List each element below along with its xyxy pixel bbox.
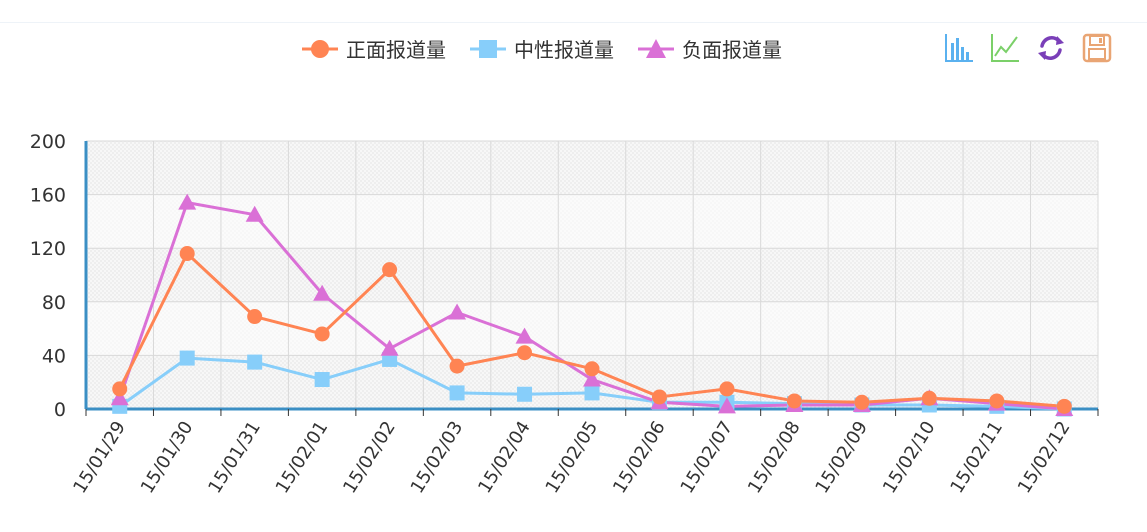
data-point-positive bbox=[517, 345, 533, 361]
data-point-neutral bbox=[517, 386, 533, 402]
data-point-positive bbox=[382, 262, 398, 278]
x-tick-label: 15/02/09 bbox=[811, 418, 872, 498]
data-point-negative bbox=[178, 193, 197, 210]
y-tick-label: 40 bbox=[42, 345, 66, 367]
data-point-negative bbox=[448, 303, 467, 320]
restore-icon bbox=[1038, 36, 1064, 60]
data-point-positive bbox=[719, 381, 735, 397]
data-point-positive bbox=[854, 394, 870, 410]
legend-item-positive[interactable]: 正面报道量 bbox=[300, 34, 446, 63]
data-point-negative bbox=[717, 397, 736, 414]
data-point-positive bbox=[786, 393, 802, 409]
data-point-positive bbox=[449, 358, 465, 374]
y-tick-label: 200 bbox=[30, 131, 66, 153]
legend-label: 负面报道量 bbox=[682, 38, 782, 62]
data-point-positive bbox=[179, 246, 195, 262]
bar-chart-button[interactable] bbox=[942, 31, 976, 65]
line-chart-button[interactable] bbox=[988, 31, 1022, 65]
data-point-positive bbox=[651, 389, 667, 405]
y-tick-label: 0 bbox=[54, 399, 66, 421]
x-tick-label: 15/02/07 bbox=[677, 418, 738, 498]
x-tick-label: 15/01/29 bbox=[69, 418, 130, 498]
y-tick-label: 160 bbox=[30, 185, 66, 207]
data-point-positive bbox=[584, 361, 600, 377]
x-tick-label: 15/01/30 bbox=[137, 418, 198, 498]
data-point-positive bbox=[314, 326, 330, 342]
x-tick-label: 15/02/05 bbox=[542, 418, 603, 498]
data-point-negative bbox=[583, 370, 601, 387]
plot-band bbox=[86, 301, 1098, 356]
legend-item-neutral[interactable]: 中性报道量 bbox=[468, 34, 614, 63]
x-tick-label: 15/02/06 bbox=[609, 418, 670, 498]
data-point-negative bbox=[110, 389, 129, 406]
save-icon bbox=[1082, 33, 1112, 63]
x-tick-label: 15/01/31 bbox=[204, 418, 265, 498]
data-point-negative bbox=[313, 284, 332, 301]
legend-item-negative[interactable]: 负面报道量 bbox=[636, 34, 782, 63]
triangle-marker-icon bbox=[638, 38, 674, 58]
legend-label: 中性报道量 bbox=[514, 38, 614, 62]
save-image-button[interactable] bbox=[1080, 31, 1114, 65]
bar-chart-icon bbox=[945, 34, 973, 62]
x-tick-label: 15/02/01 bbox=[272, 418, 333, 498]
data-point-neutral bbox=[247, 354, 263, 370]
data-point-negative bbox=[245, 205, 264, 222]
data-point-positive bbox=[247, 309, 263, 325]
legend-label: 正面报道量 bbox=[346, 38, 446, 62]
line-chart-icon bbox=[991, 34, 1019, 62]
x-tick-label: 15/02/12 bbox=[1014, 418, 1075, 498]
x-tick-label: 15/02/04 bbox=[474, 418, 535, 498]
data-point-positive bbox=[921, 390, 937, 406]
square-marker-icon bbox=[470, 39, 506, 58]
x-tick-label: 15/02/11 bbox=[946, 418, 1007, 498]
legend: 正面报道量 中性报道量 负面报道量 bbox=[300, 34, 782, 63]
y-tick-label: 120 bbox=[30, 238, 66, 260]
x-tick-label: 15/02/08 bbox=[744, 418, 805, 498]
plot-band bbox=[86, 194, 1098, 249]
circle-marker-icon bbox=[302, 39, 338, 58]
data-point-positive bbox=[989, 393, 1005, 409]
x-tick-label: 15/02/03 bbox=[407, 418, 468, 498]
data-point-neutral bbox=[584, 385, 600, 401]
data-point-positive bbox=[112, 381, 128, 397]
toolbox bbox=[942, 31, 1114, 65]
x-tick-label: 15/02/02 bbox=[339, 418, 400, 498]
data-point-neutral bbox=[449, 385, 465, 401]
data-point-neutral bbox=[179, 350, 195, 366]
restore-button[interactable] bbox=[1034, 31, 1068, 65]
data-point-negative bbox=[515, 327, 534, 344]
top-divider bbox=[0, 22, 1147, 23]
data-point-negative bbox=[380, 339, 399, 356]
data-point-neutral bbox=[314, 372, 330, 388]
y-tick-label: 80 bbox=[42, 292, 66, 314]
x-tick-label: 15/02/10 bbox=[879, 418, 940, 498]
data-point-positive bbox=[1056, 398, 1072, 414]
